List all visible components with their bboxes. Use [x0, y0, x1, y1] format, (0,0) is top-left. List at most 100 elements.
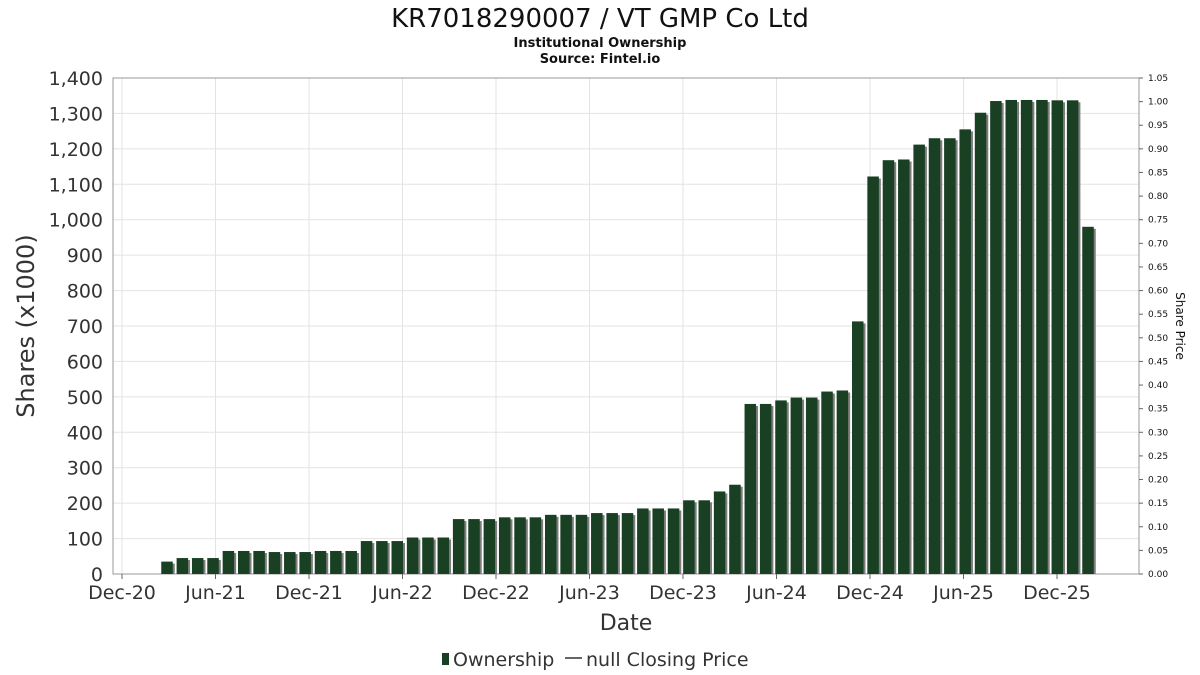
- y-tick-label: 200: [67, 493, 103, 515]
- legend-ownership-swatch: [442, 653, 449, 665]
- ownership-bar: [191, 558, 204, 574]
- y2-tick-label: 0.10: [1148, 523, 1168, 533]
- y-tick-label: 400: [67, 422, 103, 444]
- ownership-bar: [805, 397, 818, 574]
- ownership-bar: [1005, 99, 1017, 575]
- y2-tick-label: 0.60: [1148, 287, 1168, 297]
- ownership-bar: [345, 550, 357, 574]
- ownership-bar: [176, 558, 189, 574]
- ownership-bar: [268, 552, 281, 574]
- ownership-bar: [330, 550, 342, 574]
- ownership-bar: [821, 391, 833, 574]
- ownership-bar: [683, 500, 695, 574]
- ownership-bar: [1082, 226, 1094, 575]
- y2-axis-ticks: 0.00 0.05 0.10 0.15 0.20 0.25 0.30 0.35 0.40 0.45…: [1139, 74, 1168, 580]
- ownership-bar: [314, 550, 327, 574]
- x-tick-label: Dec-24: [836, 582, 904, 604]
- y-tick-label: 600: [67, 351, 103, 373]
- ownership-bar: [452, 519, 465, 574]
- ownership-bar: [744, 403, 757, 574]
- x-tick-label: Jun-25: [932, 582, 994, 604]
- y2-tick-label: 1.05: [1148, 74, 1168, 84]
- ownership-bar: [1020, 99, 1033, 575]
- x-tick-label: Dec-25: [1023, 582, 1091, 604]
- ownership-bar: [759, 403, 772, 574]
- y-tick-label: 1,000: [49, 210, 103, 232]
- ownership-bar: [468, 519, 480, 574]
- ownership-bar: [376, 541, 388, 574]
- y-tick-label: 300: [67, 458, 103, 480]
- y2-tick-label: 1.00: [1148, 98, 1168, 108]
- y2-tick-label: 0.20: [1148, 476, 1168, 486]
- ownership-bar: [222, 550, 235, 574]
- y2-tick-label: 0.65: [1148, 263, 1168, 273]
- ownership-bar: [928, 138, 941, 574]
- legend-price-label: null Closing Price: [586, 649, 749, 671]
- chart-title: KR7018290007 / VT GMP Co Ltd: [391, 4, 809, 34]
- y2-tick-label: 0.15: [1148, 499, 1168, 509]
- ownership-bar: [959, 129, 971, 574]
- y2-tick-label: 0.55: [1148, 310, 1168, 320]
- y-tick-label: 1,100: [49, 174, 103, 196]
- x-tick-label: Dec-20: [88, 582, 156, 604]
- ownership-bar: [790, 397, 803, 574]
- y-axis-label: Shares (x1000): [12, 234, 40, 417]
- y2-tick-label: 0.50: [1148, 334, 1168, 344]
- ownership-bar: [1051, 100, 1064, 574]
- y-tick-label: 100: [67, 529, 103, 551]
- ownership-bar: [852, 321, 864, 574]
- ownership-bar: [560, 514, 572, 574]
- ownership-bars: [161, 99, 1096, 575]
- ownership-bar: [498, 517, 511, 574]
- chart-source: Source: Fintel.io: [540, 52, 661, 67]
- ownership-bar: [882, 160, 895, 575]
- ownership-bar: [944, 138, 956, 574]
- y-tick-label: 800: [67, 281, 103, 303]
- x-axis-label: Date: [600, 611, 653, 636]
- x-tick-label: Jun-24: [745, 582, 807, 604]
- ownership-bar: [606, 513, 618, 574]
- y2-axis-label: Share Price: [1173, 292, 1187, 360]
- x-tick-label: Dec-22: [462, 582, 530, 604]
- y-axis-ticks: 0 100 200 300 400 500 600 700 800 900 1,000 1,100 1,…: [49, 68, 103, 586]
- y2-tick-label: 0.35: [1148, 405, 1168, 415]
- ownership-bar: [990, 101, 1002, 575]
- ownership-bar: [1066, 100, 1079, 574]
- x-tick-label: Dec-21: [275, 582, 343, 604]
- ownership-bar: [637, 508, 649, 574]
- legend-ownership-label: Ownership: [453, 649, 554, 671]
- y2-tick-label: 0.90: [1148, 145, 1168, 155]
- y2-tick-label: 0.85: [1148, 168, 1168, 178]
- x-tick-label: Jun-23: [558, 582, 620, 604]
- chart-subtitle: Institutional Ownership: [514, 36, 687, 51]
- y-tick-label: 1,200: [49, 139, 103, 161]
- ownership-bar: [1036, 99, 1048, 575]
- x-tick-label: Dec-23: [649, 582, 717, 604]
- ownership-bar: [514, 517, 526, 574]
- ownership-bar: [529, 517, 542, 574]
- ownership-bar: [775, 400, 787, 574]
- ownership-bar: [406, 537, 419, 574]
- y-tick-label: 900: [67, 245, 103, 267]
- ownership-bar: [422, 537, 434, 574]
- y-tick-label: 1,300: [49, 103, 103, 125]
- ownership-bar: [591, 513, 603, 574]
- ownership-bar: [713, 491, 726, 574]
- y-tick-label: 0: [91, 564, 103, 586]
- y2-tick-label: 0.00: [1148, 570, 1168, 580]
- y-tick-label: 700: [67, 316, 103, 338]
- y2-tick-label: 0.05: [1148, 546, 1168, 556]
- ownership-bar: [575, 514, 588, 574]
- y-tick-label: 1,400: [49, 68, 103, 90]
- ownership-bar: [836, 390, 849, 574]
- y2-tick-label: 0.70: [1148, 239, 1168, 249]
- ownership-bar: [652, 508, 664, 574]
- x-tick-label: Jun-21: [184, 582, 246, 604]
- y-tick-label: 500: [67, 387, 103, 409]
- ownership-bar: [284, 552, 296, 574]
- y2-tick-label: 0.75: [1148, 216, 1168, 226]
- y2-tick-label: 0.40: [1148, 381, 1168, 391]
- ownership-bar: [437, 537, 450, 574]
